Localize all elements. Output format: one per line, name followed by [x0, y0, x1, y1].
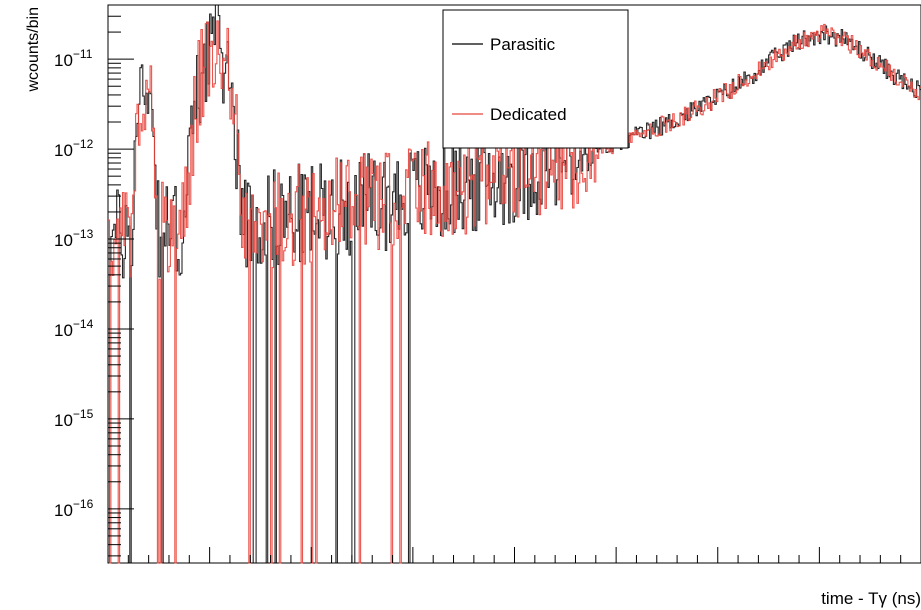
legend-label-dedicated: Dedicated [490, 105, 567, 124]
y-tick-label: 10−13 [54, 227, 94, 250]
legend-label-parasitic: Parasitic [490, 35, 556, 54]
series-line-dedicated [108, 20, 921, 564]
legend: Parasitic Dedicated [442, 9, 629, 149]
y-tick-label: 10−16 [54, 497, 94, 520]
y-tick-label: 10−15 [54, 407, 94, 430]
y-axis-title: wcounts/bin [25, 7, 42, 93]
y-tick-label: 10−12 [54, 137, 94, 160]
x-axis-title: time - Tγ (ns) [821, 589, 921, 608]
legend-box [442, 9, 629, 149]
y-tick-label: 10−14 [54, 317, 94, 340]
y-tick-label: 10−11 [54, 47, 93, 70]
